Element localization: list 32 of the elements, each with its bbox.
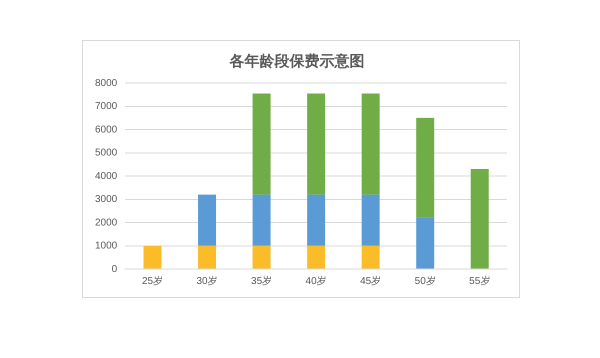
bar xyxy=(307,194,326,246)
y-tick-label: 7000 xyxy=(94,101,118,112)
x-tick-label: 30岁 xyxy=(196,274,218,287)
y-tick-label: 5000 xyxy=(94,148,118,158)
bar xyxy=(307,246,326,268)
bar xyxy=(416,218,434,268)
bar xyxy=(362,194,380,246)
x-tick-label: 45岁 xyxy=(360,274,382,287)
bar xyxy=(198,194,216,246)
bar xyxy=(252,194,271,246)
y-tick-label: 2000 xyxy=(94,217,118,228)
y-tick-label: 6000 xyxy=(94,124,118,136)
x-tick-label: 40岁 xyxy=(306,274,327,287)
bar xyxy=(252,246,271,268)
y-tick-label: 3000 xyxy=(94,194,118,205)
y-tick-label: 4000 xyxy=(94,170,118,182)
y-tick-label: 8000 xyxy=(94,78,118,89)
y-tick-label: 0 xyxy=(112,264,118,275)
y-tick-label: 1000 xyxy=(94,240,118,252)
x-tick-label: 35岁 xyxy=(251,274,272,287)
x-tick-label: 50岁 xyxy=(414,274,436,287)
x-tick-label: 25岁 xyxy=(142,274,164,287)
bar xyxy=(252,93,271,195)
bar xyxy=(416,118,434,218)
bar xyxy=(144,246,162,268)
bar xyxy=(307,93,326,195)
chart-title: 各年龄段保费示意图 xyxy=(228,52,364,70)
bar xyxy=(470,169,489,268)
x-tick-label: 55岁 xyxy=(469,274,490,287)
bar xyxy=(362,93,380,195)
bar xyxy=(198,246,216,268)
bar xyxy=(362,246,380,268)
